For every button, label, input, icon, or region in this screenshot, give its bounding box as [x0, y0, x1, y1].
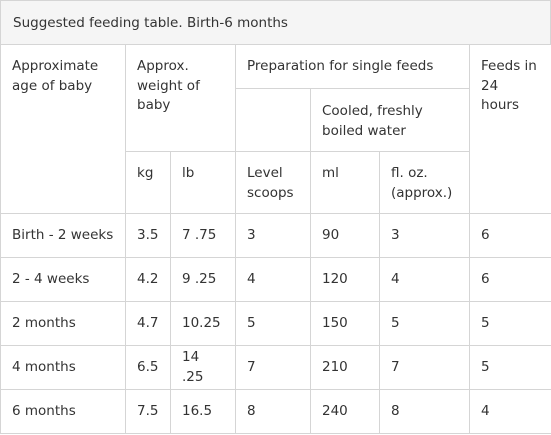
- cell-feeds: 5: [469, 345, 551, 390]
- cell-floz: 8: [378, 389, 471, 434]
- cell-ml: 240: [310, 389, 380, 434]
- table-row: Birth - 2 weeks 3.5 7 .75 3 90 3 6: [0, 213, 551, 258]
- header-blank: [235, 88, 311, 152]
- header-scoops: Level scoops: [235, 151, 311, 214]
- table-row: 4 months 6.5 14 .25 7 210 7 5: [0, 345, 551, 390]
- cell-kg: 3.5: [125, 213, 171, 258]
- cell-lb: 16.5: [170, 389, 236, 434]
- table-body: Birth - 2 weeks 3.5 7 .75 3 90 3 6 2 - 4…: [0, 213, 551, 434]
- cell-kg: 7.5: [125, 389, 171, 434]
- cell-lb: 7 .75: [170, 213, 236, 258]
- cell-floz: 5: [378, 301, 471, 346]
- cell-feeds: 6: [469, 257, 551, 302]
- header-ml: ml: [310, 151, 380, 214]
- header-preparation: Preparation for single feeds: [234, 44, 471, 89]
- cell-ml: 150: [310, 301, 380, 346]
- cell-ml: 90: [310, 213, 380, 258]
- cell-floz: 7: [378, 345, 471, 390]
- cell-scoops: 3: [235, 213, 311, 258]
- cell-floz: 4: [378, 257, 471, 302]
- cell-lb: 10.25: [170, 301, 236, 346]
- cell-ml: 120: [310, 257, 380, 302]
- cell-scoops: 7: [235, 345, 311, 390]
- cell-lb: 9 .25: [170, 257, 236, 302]
- cell-scoops: 8: [235, 389, 311, 434]
- table-header: Approximate age of baby Approx. weight o…: [0, 44, 551, 214]
- cell-ml: 210: [310, 345, 380, 390]
- cell-age: 6 months: [0, 389, 126, 434]
- cell-age: Birth - 2 weeks: [0, 213, 126, 258]
- feeding-table: Approximate age of baby Approx. weight o…: [0, 44, 551, 434]
- table-caption: Suggested feeding table. Birth-6 months: [0, 0, 551, 44]
- cell-kg: 6.5: [125, 345, 171, 390]
- table-row: 2 months 4.7 10.25 5 150 5 5: [0, 301, 551, 346]
- header-feeds: Feeds in 24 hours: [469, 44, 551, 214]
- cell-feeds: 5: [469, 301, 551, 346]
- table-row: 2 - 4 weeks 4.2 9 .25 4 120 4 6: [0, 257, 551, 302]
- header-water: Cooled, freshly boiled water: [309, 88, 471, 152]
- header-age: Approximate age of baby: [0, 44, 126, 214]
- header-lb: lb: [170, 151, 236, 214]
- cell-floz: 3: [378, 213, 471, 258]
- cell-feeds: 4: [469, 389, 551, 434]
- header-weight: Approx. weight of baby: [125, 44, 236, 152]
- cell-age: 2 months: [0, 301, 126, 346]
- cell-age: 2 - 4 weeks: [0, 257, 126, 302]
- cell-kg: 4.7: [125, 301, 171, 346]
- cell-scoops: 4: [235, 257, 311, 302]
- cell-feeds: 6: [469, 213, 551, 258]
- header-floz: fl. oz. (approx.): [378, 151, 471, 214]
- cell-lb: 14 .25: [170, 345, 236, 390]
- cell-kg: 4.2: [125, 257, 171, 302]
- table-row: 6 months 7.5 16.5 8 240 8 4: [0, 389, 551, 434]
- header-kg: kg: [125, 151, 171, 214]
- cell-age: 4 months: [0, 345, 126, 390]
- cell-scoops: 5: [235, 301, 311, 346]
